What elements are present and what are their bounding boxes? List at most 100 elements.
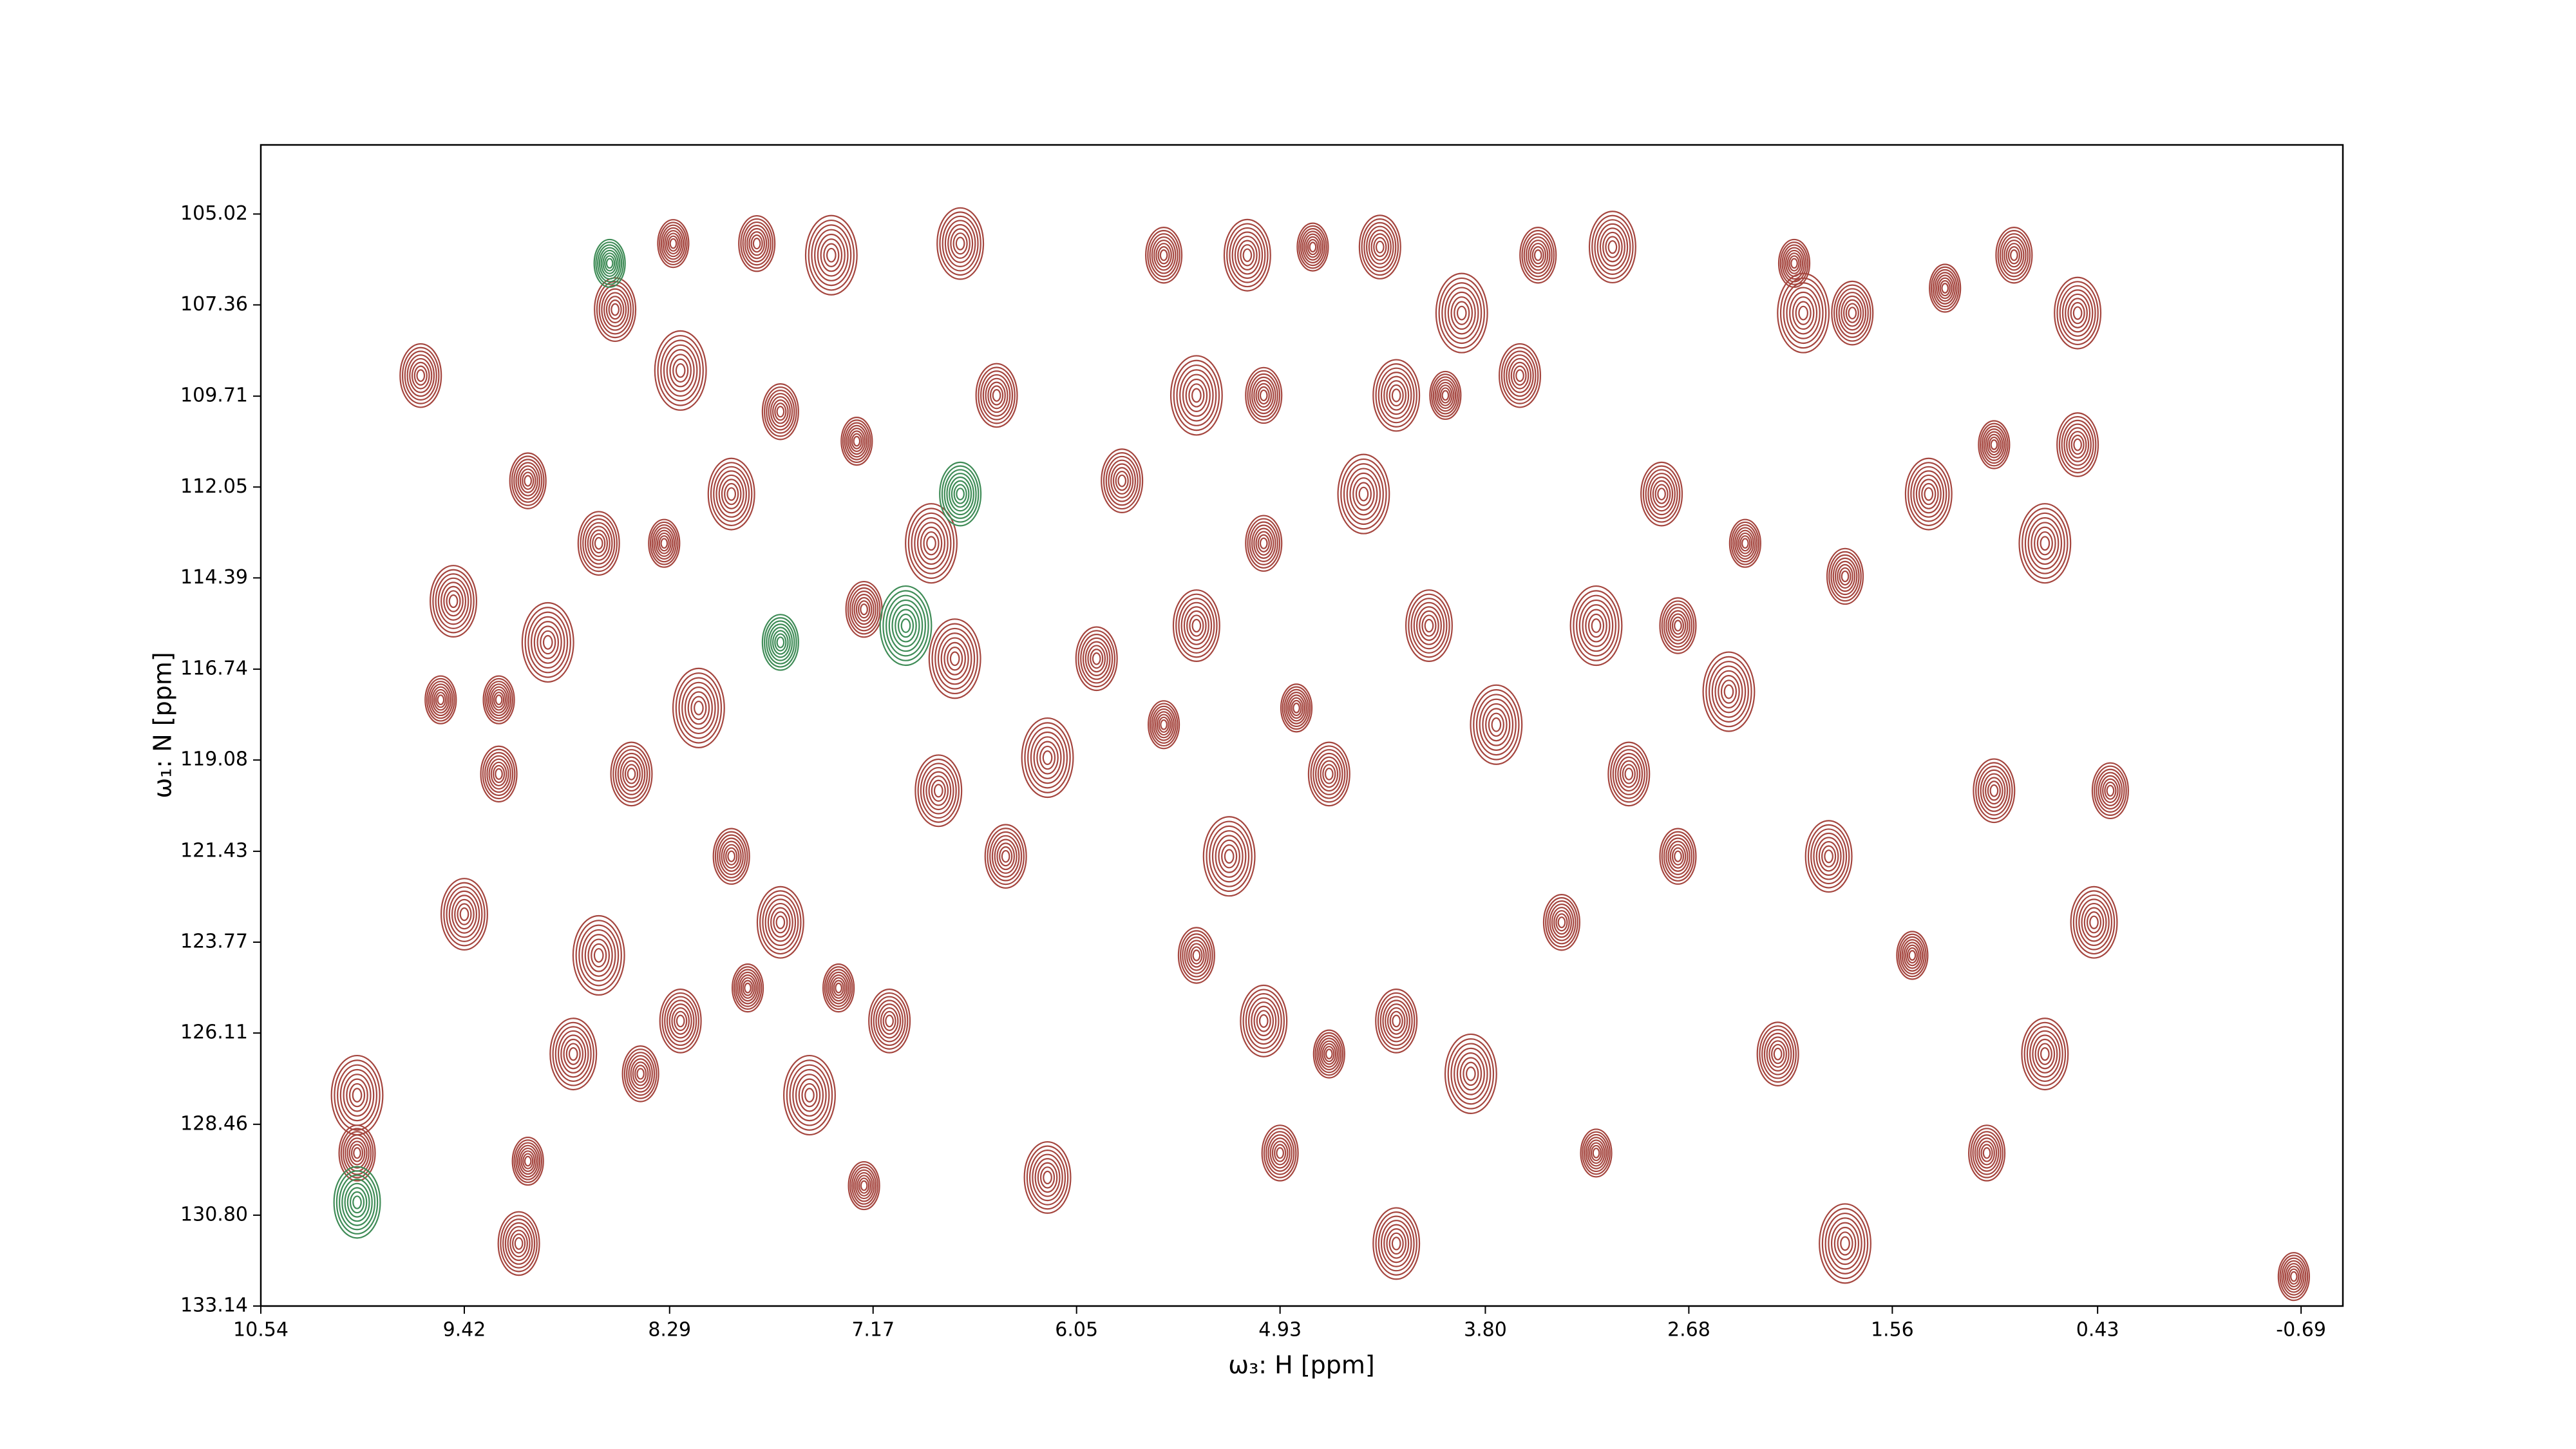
contour-line — [858, 1177, 870, 1194]
contour-line — [848, 1160, 880, 1211]
contour-line — [1777, 238, 1811, 289]
contour-line — [348, 1083, 366, 1108]
contour-line — [1375, 1211, 1417, 1276]
contour-line — [916, 522, 946, 565]
contour-line — [676, 1014, 685, 1028]
peak — [731, 963, 764, 1013]
contour-line — [620, 756, 643, 792]
peak — [2021, 1018, 2069, 1091]
contour-line — [399, 343, 442, 408]
contour-line — [1985, 777, 2003, 805]
contour-line — [1978, 420, 2011, 469]
contour-line — [1444, 1033, 1497, 1114]
contour-line — [658, 535, 670, 552]
contour-line — [346, 1137, 368, 1169]
contour-line — [941, 465, 980, 523]
contour-line — [2063, 423, 2092, 466]
contour-line — [334, 1059, 381, 1131]
peak — [577, 511, 620, 576]
contour-line — [1276, 1147, 1284, 1159]
contour-line — [804, 214, 858, 296]
contour-line — [920, 762, 957, 819]
contour-line — [1503, 350, 1537, 401]
contour-line — [853, 435, 861, 447]
y-tick-label: 105.02 — [180, 202, 248, 225]
contour-line — [1995, 227, 2033, 284]
contour-line — [1438, 277, 1485, 349]
x-tick-label: 2.68 — [1667, 1319, 1710, 1341]
contour-line — [1997, 230, 2031, 281]
peak — [1021, 717, 1074, 799]
contour-line — [1249, 521, 1278, 565]
contour-line — [744, 224, 770, 263]
peak — [424, 675, 457, 724]
contour-line — [605, 296, 625, 324]
contour-line — [764, 898, 797, 947]
contour-line — [1307, 238, 1319, 256]
contour-line — [744, 982, 752, 994]
contour-line — [2059, 285, 2096, 341]
contour-line — [880, 1007, 899, 1035]
contour-line — [1934, 272, 1956, 305]
contour-line — [509, 452, 547, 509]
contour-line — [1903, 942, 1922, 969]
contour-line — [1255, 531, 1273, 556]
contour-line — [1309, 242, 1317, 252]
contour-line — [1405, 589, 1453, 662]
contour-line — [768, 393, 793, 431]
contour-line — [352, 1088, 363, 1103]
contour-line — [855, 597, 873, 622]
contour-line — [1382, 999, 1410, 1043]
contour-line — [1663, 834, 1693, 878]
y-tick-label: 130.80 — [180, 1203, 248, 1226]
contour-line — [992, 389, 1001, 402]
contour-line — [735, 969, 761, 1007]
contour-line — [900, 618, 911, 633]
contour-line — [662, 227, 685, 260]
contour-line — [1153, 240, 1175, 271]
contour-line — [1296, 222, 1329, 272]
contour-line — [1289, 697, 1304, 719]
contour-line — [1245, 515, 1283, 572]
contour-line — [1383, 1224, 1410, 1264]
contour-line — [1380, 372, 1412, 419]
contour-line — [740, 977, 755, 999]
peak — [594, 277, 637, 343]
contour-line — [1732, 524, 1758, 563]
contour-line — [1158, 716, 1170, 733]
contour-line — [1975, 762, 2013, 820]
contour-line — [1605, 236, 1620, 258]
contour-line — [1828, 1217, 1862, 1270]
contour-line — [1459, 1057, 1482, 1091]
contour-line — [1789, 291, 1818, 335]
contour-line — [1832, 557, 1858, 596]
y-axis-label: ω₁: N [ppm] — [149, 652, 177, 798]
contour-line — [1657, 488, 1666, 500]
contour-line — [2072, 306, 2083, 320]
contour-line — [1551, 907, 1572, 938]
contour-line — [554, 1026, 592, 1083]
contour-line — [2034, 526, 2056, 560]
contour-line — [1835, 288, 1869, 338]
contour-line — [2036, 531, 2053, 556]
contour-line — [1408, 593, 1450, 658]
contour-line — [2056, 412, 2099, 477]
peak — [2018, 503, 2072, 584]
contour-line — [1314, 1032, 1344, 1076]
contour-line — [661, 992, 699, 1050]
peak — [1429, 370, 1462, 421]
peak — [1202, 816, 1256, 897]
contour-line — [634, 1065, 647, 1083]
peak — [783, 1054, 836, 1136]
contour-line — [1519, 227, 1557, 284]
contour-line — [1269, 1137, 1291, 1169]
contour-line — [1388, 1232, 1404, 1255]
contour-line — [428, 681, 453, 719]
contour-line — [1841, 295, 1864, 331]
contour-line — [2067, 298, 2088, 328]
contour-line — [773, 911, 788, 934]
contour-line — [882, 590, 929, 661]
contour-line — [602, 252, 618, 274]
contour-line — [1932, 269, 1958, 308]
contour-line — [1547, 900, 1577, 945]
